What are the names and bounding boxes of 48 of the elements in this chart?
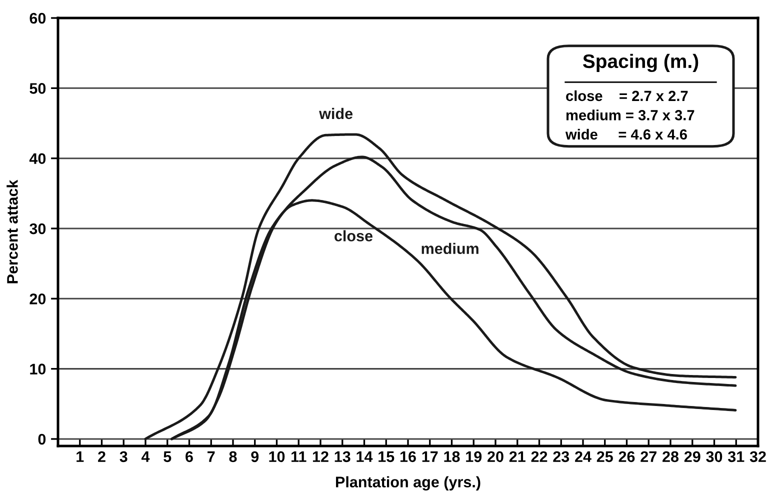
x-tick-label: 6 [186, 451, 193, 462]
x-tick-label: 10 [269, 451, 285, 462]
x-tick-label: 9 [251, 451, 259, 462]
x-tick-label: 1 [76, 451, 84, 462]
x-tick-label: 28 [662, 451, 679, 462]
annotation: wide = 4.6 x 4.6 [565, 128, 687, 140]
annotation: Spacing (m.) [582, 54, 698, 72]
y-tick-label: 50 [30, 83, 46, 94]
y-tick-label: 0 [38, 434, 46, 445]
series-label: medium [422, 242, 478, 254]
x-tick-label: 18 [444, 451, 460, 462]
x-tick-label: 14 [356, 451, 373, 462]
x-tick-label: 8 [229, 451, 237, 462]
annotation: medium = 3.7 x 3.7 [566, 110, 694, 120]
x-tick-label: 5 [164, 451, 172, 462]
y-tick-label: 30 [30, 223, 46, 234]
x-tick-label: 23 [553, 451, 570, 462]
x-tick-label: 3 [120, 451, 128, 462]
x-tick-label: 25 [596, 451, 613, 462]
x-tick-label: 24 [575, 451, 592, 462]
y-tick-label: 40 [29, 153, 46, 164]
x-tick-label: 15 [378, 451, 394, 462]
x-tick-label: 31 [728, 451, 744, 462]
x-tick-label: 12 [312, 451, 328, 462]
x-tick-label: 16 [400, 451, 416, 462]
series-label: wide [319, 108, 353, 120]
y-tick-label: 10 [30, 364, 46, 375]
x-tick-label: 20 [488, 451, 504, 462]
x-tick-label: 21 [509, 451, 526, 462]
x-tick-label: 13 [334, 451, 350, 462]
x-tick-label: 11 [292, 451, 306, 462]
x-tick-label: 2 [98, 451, 106, 462]
annotation: close = 2.7 x 2.7 [566, 90, 688, 102]
x-tick-label: 19 [466, 451, 482, 462]
x-tick-label: 32 [750, 451, 766, 462]
y-tick-label: 60 [30, 12, 46, 24]
x-tick-label: 29 [684, 451, 700, 462]
x-axis-title: Plantation age (yrs.) [336, 476, 480, 491]
y-axis-title: Percent attack [6, 180, 18, 284]
x-tick-label: 22 [531, 451, 548, 462]
y-tick-label: 20 [30, 294, 46, 304]
series-label: close [334, 230, 372, 242]
x-tick-label: 30 [706, 451, 722, 462]
x-tick-label: 27 [640, 451, 656, 462]
x-tick-label: 4 [141, 451, 150, 462]
x-tick-label: 26 [618, 451, 635, 462]
x-tick-label: 7 [208, 451, 215, 462]
x-tick-label: 17 [422, 451, 438, 462]
